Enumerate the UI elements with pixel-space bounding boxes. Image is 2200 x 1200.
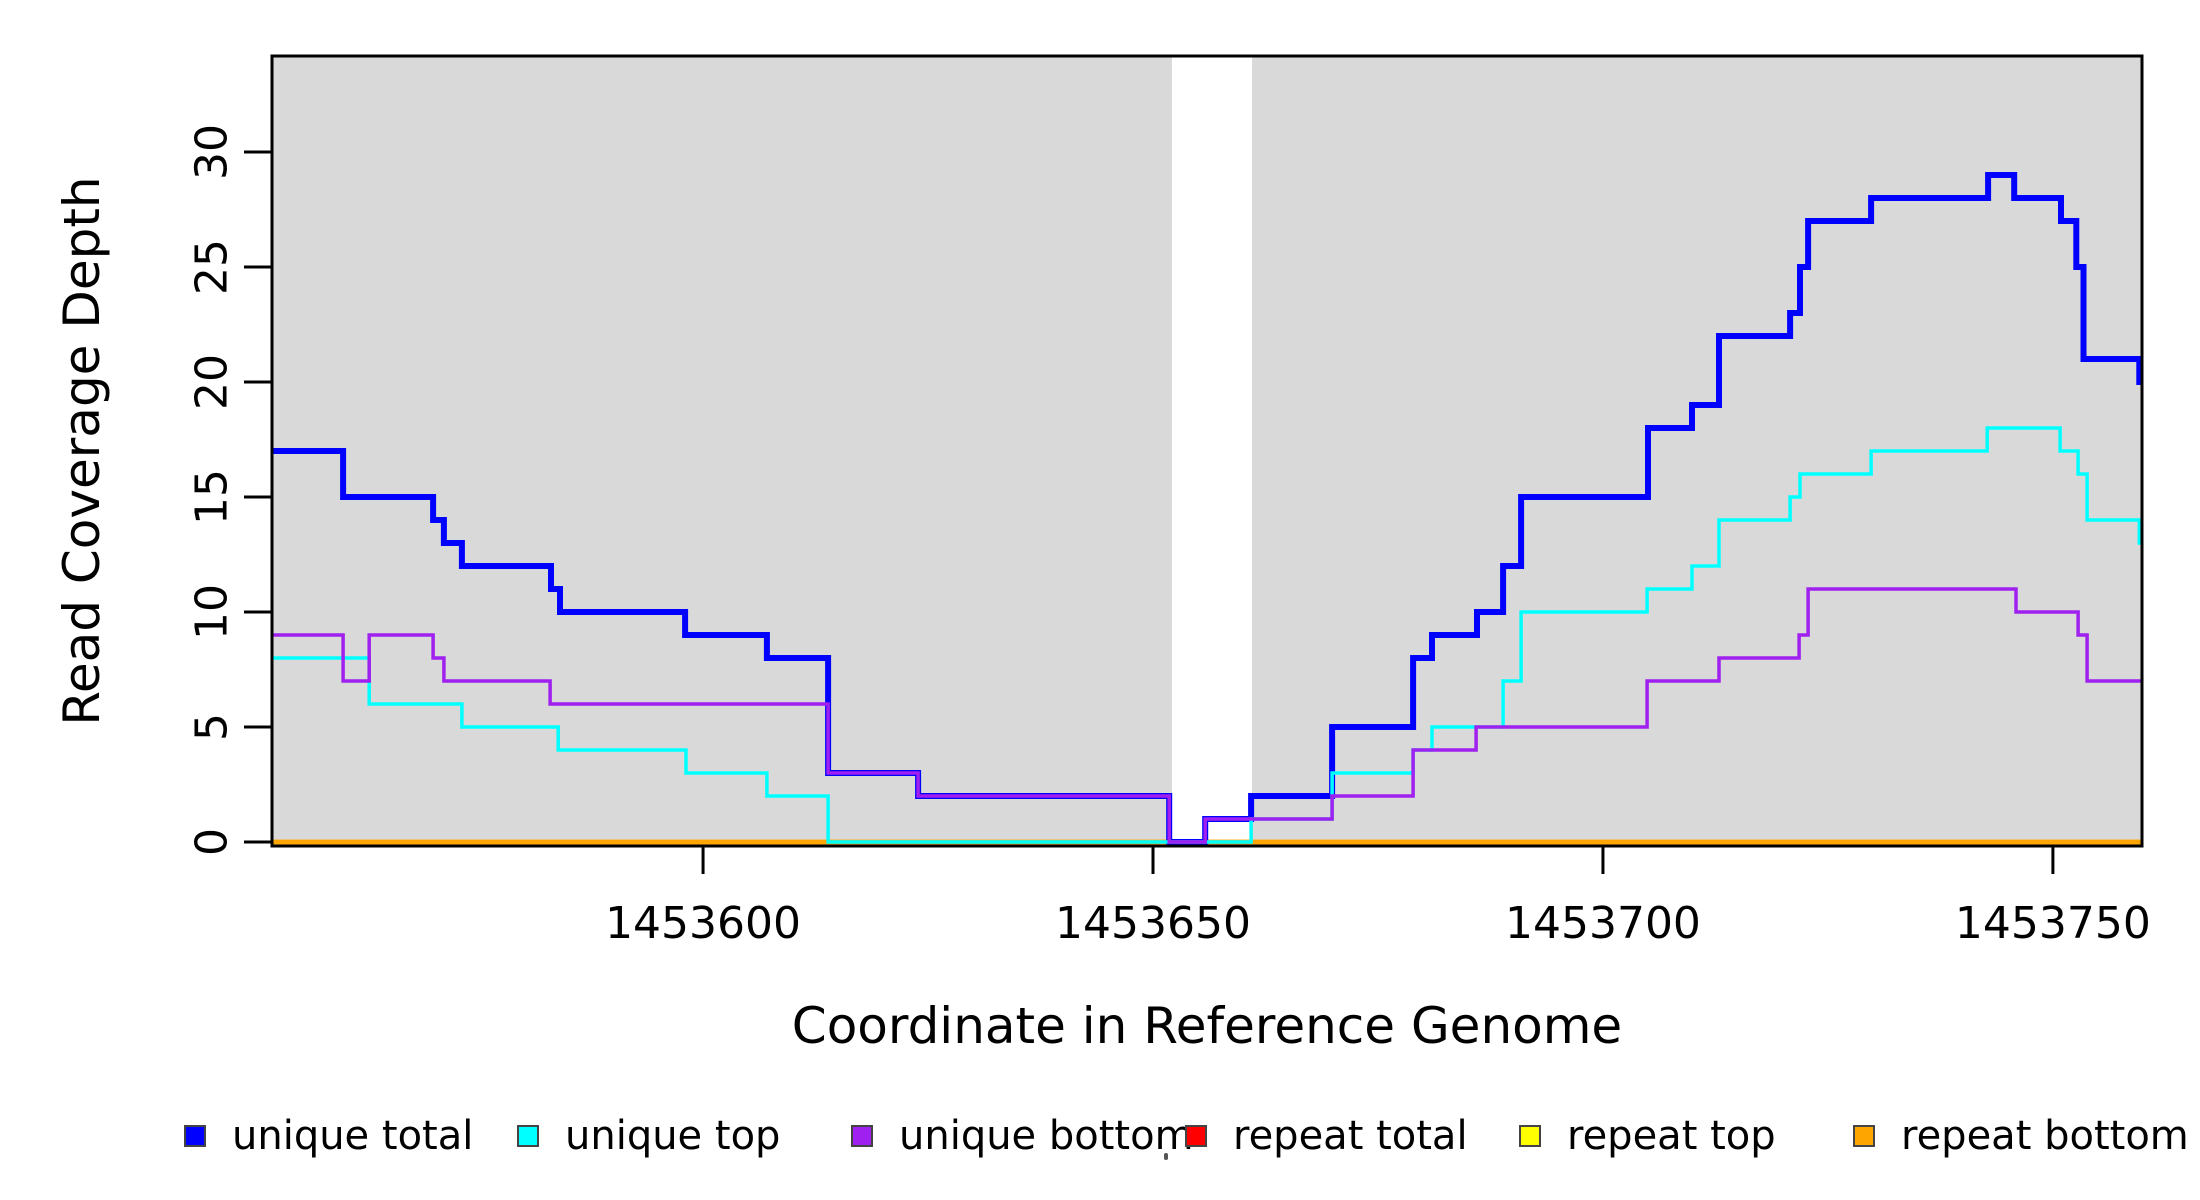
unique-top-swatch bbox=[517, 1125, 539, 1147]
legend-item-repeat-bottom: repeat bottom bbox=[1853, 1111, 2189, 1161]
x-tick-label-1453700: 1453700 bbox=[1504, 898, 1701, 949]
plot-background-layer bbox=[272, 56, 2142, 846]
legend-item-repeat-total: repeat total bbox=[1185, 1111, 1468, 1161]
legend-item-unique-bottom: unique bottom bbox=[851, 1111, 1194, 1161]
x-tick-label-1453750: 1453750 bbox=[1954, 898, 2151, 949]
plot-frame-layer bbox=[244, 54, 2144, 874]
y-tick-label-20: 20 bbox=[186, 354, 238, 410]
y-tick-label-25: 25 bbox=[186, 239, 238, 295]
series-line-unique-top bbox=[271, 426, 2142, 844]
legend-item-repeat-top: repeat top bbox=[1519, 1111, 1776, 1161]
y-tick-label-10: 10 bbox=[186, 584, 238, 640]
legend-label: unique total bbox=[232, 1113, 474, 1159]
coverage-gap-band bbox=[1171, 56, 1252, 846]
x-tick-label-1453650: 1453650 bbox=[1055, 898, 1251, 949]
series-line-unique-total bbox=[271, 172, 2143, 845]
y-axis-title: Read Coverage Depth bbox=[53, 176, 111, 726]
legend-label: repeat bottom bbox=[1901, 1113, 2189, 1159]
repeat-total-swatch bbox=[1185, 1125, 1207, 1147]
legend-label: repeat total bbox=[1233, 1113, 1468, 1159]
plot-frame bbox=[270, 54, 2144, 848]
legend-item-unique-top: unique top bbox=[517, 1111, 780, 1161]
y-tick-label-5: 5 bbox=[186, 713, 238, 741]
series-line-unique-bottom bbox=[271, 587, 2142, 844]
repeat-top-swatch bbox=[1519, 1125, 1541, 1147]
legend-label: unique bottom bbox=[899, 1113, 1194, 1159]
stray-mark bbox=[1164, 1153, 1168, 1160]
y-tick-label-15: 15 bbox=[186, 469, 238, 525]
y-tick-label-0: 0 bbox=[186, 828, 238, 856]
x-axis-title: Coordinate in Reference Genome bbox=[791, 997, 1623, 1055]
legend-label: unique top bbox=[565, 1113, 781, 1159]
y-tick-label-30: 30 bbox=[186, 124, 238, 180]
x-tick-label-1453600: 1453600 bbox=[605, 898, 802, 949]
legend-label: repeat top bbox=[1567, 1113, 1776, 1159]
legend-item-unique-total: unique total bbox=[184, 1111, 473, 1161]
unique-total-swatch bbox=[184, 1125, 206, 1147]
unique-bottom-swatch bbox=[851, 1125, 873, 1147]
series-lines-layer bbox=[271, 172, 2143, 845]
repeat-bottom-swatch bbox=[1853, 1125, 1875, 1147]
